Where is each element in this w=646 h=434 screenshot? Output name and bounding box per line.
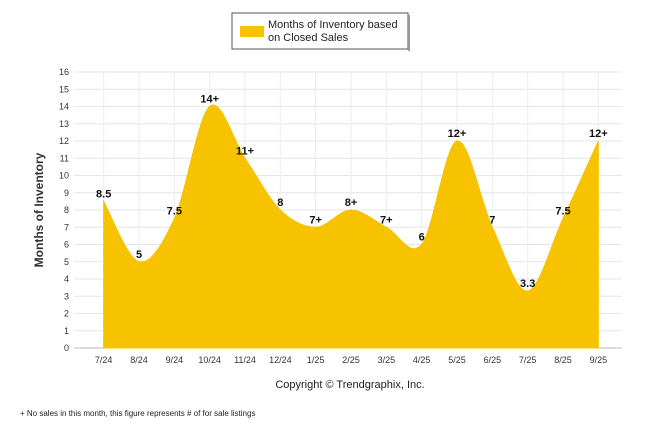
x-tick-label: 9/25 bbox=[590, 355, 608, 365]
y-tick-label: 15 bbox=[59, 84, 69, 94]
y-tick-label: 14 bbox=[59, 102, 69, 112]
area-series-months-of-inventory bbox=[103, 104, 599, 349]
data-label: 12+ bbox=[589, 128, 608, 140]
data-label: 11+ bbox=[236, 145, 254, 157]
legend-label-line-1: Months of Inventory based bbox=[268, 19, 398, 31]
y-tick-label: 3 bbox=[64, 291, 69, 301]
y-tick-label: 7 bbox=[64, 222, 69, 232]
x-tick-label: 10/24 bbox=[198, 355, 221, 365]
copyright: Copyright © Trendgraphix, Inc. bbox=[275, 379, 424, 391]
data-label: 8 bbox=[277, 197, 283, 209]
data-label: 8.5 bbox=[96, 188, 111, 200]
y-tick-label: 4 bbox=[64, 274, 69, 284]
x-tick-label: 5/25 bbox=[448, 355, 466, 365]
data-label: 7+ bbox=[309, 214, 322, 226]
y-tick-label: 8 bbox=[64, 205, 69, 215]
x-tick-label: 9/24 bbox=[166, 355, 184, 365]
data-label: 7 bbox=[489, 214, 495, 226]
y-tick-label: 5 bbox=[64, 257, 69, 267]
y-tick-label: 6 bbox=[64, 240, 69, 250]
legend-label-line-2: on Closed Sales bbox=[268, 32, 349, 44]
x-axis-ticks: 7/24 8/24 9/24 10/24 11/24 12/24 1/25 2/25 3/25 4… bbox=[95, 355, 607, 365]
data-label: 7.5 bbox=[167, 206, 182, 218]
x-tick-label: 7/24 bbox=[95, 355, 113, 365]
x-tick-label: 4/25 bbox=[413, 355, 431, 365]
x-tick-label: 7/25 bbox=[519, 355, 537, 365]
data-label: 5 bbox=[136, 249, 142, 261]
y-tick-label: 16 bbox=[59, 67, 69, 77]
y-tick-label: 11 bbox=[60, 153, 69, 163]
data-label: 14+ bbox=[200, 94, 219, 106]
x-tick-label: 1/25 bbox=[307, 355, 325, 365]
x-tick-label: 8/24 bbox=[130, 355, 148, 365]
legend-box-shadow bbox=[408, 15, 410, 51]
x-tick-label: 6/25 bbox=[484, 355, 502, 365]
data-label: 7.5 bbox=[555, 206, 570, 218]
y-tick-label: 10 bbox=[59, 171, 69, 181]
y-tick-label: 2 bbox=[64, 309, 69, 319]
x-tick-label: 12/24 bbox=[269, 355, 292, 365]
x-tick-label: 3/25 bbox=[378, 355, 396, 365]
x-tick-label: 2/25 bbox=[342, 355, 360, 365]
data-label: 6 bbox=[419, 232, 425, 244]
x-tick-label: 8/25 bbox=[554, 355, 572, 365]
y-tick-label: 0 bbox=[64, 343, 69, 353]
x-tick-label: 11/24 bbox=[234, 355, 256, 365]
y-axis-label: Months of Inventory bbox=[32, 152, 46, 267]
data-label: 12+ bbox=[448, 128, 467, 140]
legend: Months of Inventory based on Closed Sale… bbox=[231, 12, 410, 51]
data-label: 7+ bbox=[380, 214, 393, 226]
y-tick-label: 12 bbox=[59, 136, 69, 146]
footnote: + No sales in this month, this figure re… bbox=[20, 409, 255, 418]
data-label: 3.3 bbox=[520, 278, 535, 290]
y-tick-label: 1 bbox=[64, 326, 69, 336]
y-tick-label: 13 bbox=[59, 119, 69, 129]
data-label: 8+ bbox=[345, 197, 358, 209]
data-labels: 8.5 5 7.5 14+ 11+ 8 7+ 8+ 7+ 6 12+ 7 3.3 7.5 12+ bbox=[96, 94, 608, 291]
legend-swatch bbox=[240, 26, 264, 37]
y-tick-label: 9 bbox=[64, 188, 69, 198]
